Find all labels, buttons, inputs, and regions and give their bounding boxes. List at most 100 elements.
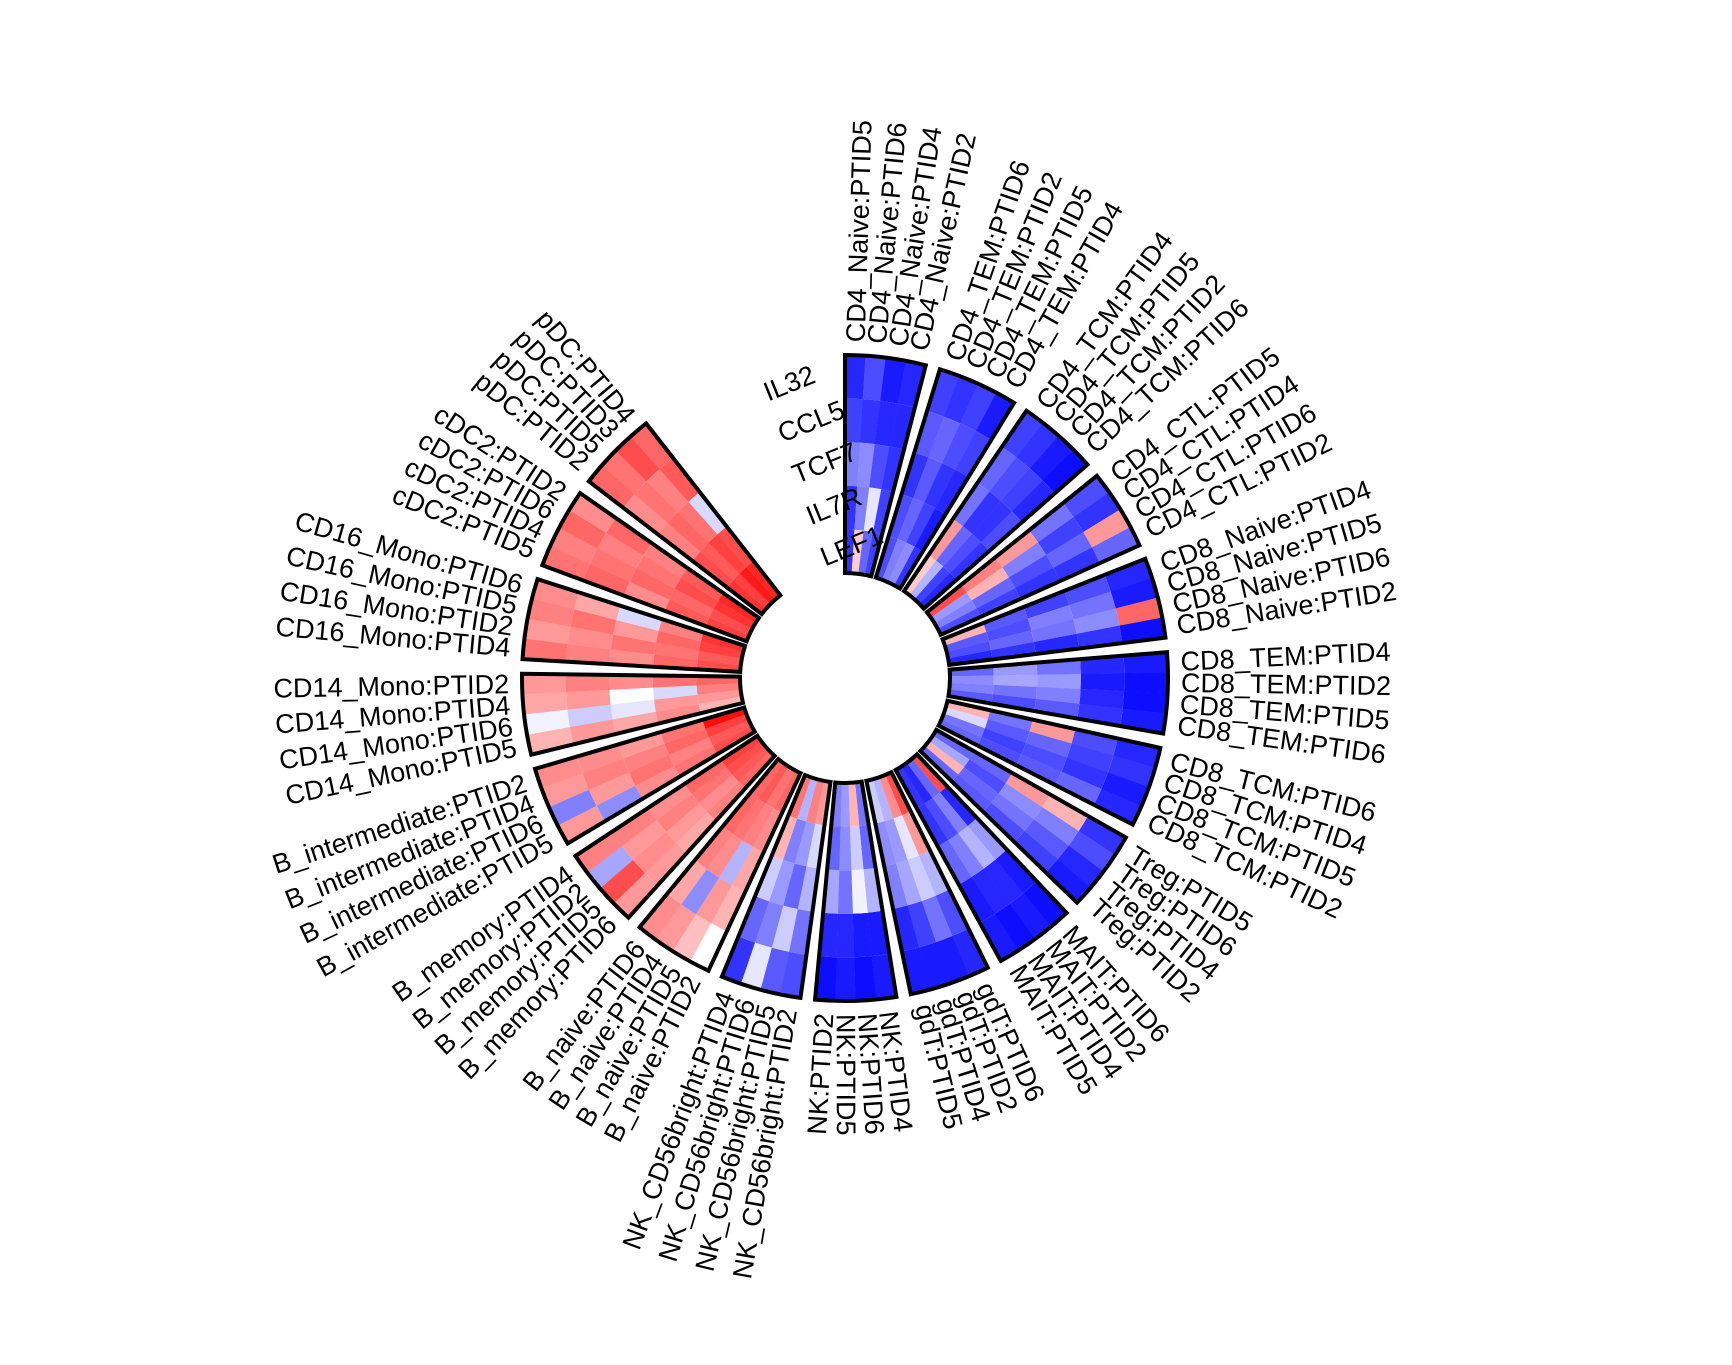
heatmap-cell (565, 674, 610, 693)
heatmap-cell (648, 783, 692, 821)
heatmap-cell (557, 805, 606, 844)
sector-border (520, 576, 748, 674)
heatmap-cell (901, 762, 933, 804)
heatmap-cell (930, 592, 972, 624)
heatmap-cell (524, 709, 570, 735)
heatmap-cell (610, 634, 657, 655)
heatmap-cell (928, 416, 961, 464)
heatmap-cell (624, 581, 670, 611)
heatmap-cell (688, 492, 727, 535)
heatmap-cell (916, 803, 949, 847)
heatmap-cell (1023, 590, 1070, 619)
heatmap-cell (731, 846, 764, 892)
heatmap-cell (1001, 410, 1044, 458)
heatmap-cell (765, 766, 795, 809)
heatmap-cell (845, 529, 855, 574)
heatmap-cell (1009, 892, 1052, 940)
heatmap-cell (981, 728, 1026, 755)
heatmap-cell (668, 737, 713, 766)
heatmap-cell (1029, 435, 1074, 481)
heatmap-cell (949, 675, 994, 686)
heatmap-cell (1122, 690, 1168, 714)
heatmap-cell (914, 508, 946, 552)
heatmap-cell (932, 792, 968, 834)
heatmap-cell (718, 840, 753, 885)
heatmap-cell (788, 775, 812, 819)
heatmap-cell (888, 494, 914, 540)
heatmap-cell (681, 868, 720, 915)
heatmap-cell (1071, 729, 1118, 756)
heatmap-cell (726, 741, 766, 775)
heatmap-cell (1016, 422, 1059, 469)
heatmap-cell (639, 893, 682, 940)
heatmap-cell (656, 630, 701, 651)
heatmap-cell (994, 903, 1036, 951)
heatmap-cell (992, 684, 1037, 700)
heatmap-cell (934, 600, 977, 629)
heatmap-cell (646, 468, 689, 512)
heatmap-cell (771, 905, 798, 952)
heatmap-cell (960, 383, 997, 432)
heatmap-cell (706, 833, 743, 878)
heatmap-cell (951, 774, 992, 812)
heatmap-cell (597, 532, 644, 569)
heatmap-cell (733, 573, 771, 609)
heatmap-cell (982, 802, 1025, 843)
heatmap-cell (906, 502, 936, 547)
heatmap-cell (995, 849, 1037, 894)
heatmap-cell (669, 588, 714, 618)
heatmap-cell (1037, 517, 1084, 555)
heatmap-cell (1055, 771, 1102, 806)
heatmap-cell (738, 751, 775, 789)
heatmap-cell (672, 914, 712, 962)
heatmap-cell (943, 533, 982, 574)
heatmap-cell (815, 780, 831, 826)
heatmap-cell (983, 607, 1028, 633)
column-label: CD8_TEM:PTID2 (1181, 668, 1391, 701)
heatmap-cell (863, 867, 883, 913)
heatmap-cell (983, 859, 1024, 904)
heatmap-cell (993, 674, 1038, 688)
heatmap-cell (839, 826, 852, 871)
heatmap-cell (630, 423, 674, 470)
heatmap-cell (582, 758, 629, 790)
sector-border (939, 556, 1168, 668)
heatmap-cell (958, 825, 996, 869)
heatmap-cell (909, 560, 944, 600)
heatmap-cell (977, 736, 1022, 766)
heatmap-cell (1073, 608, 1120, 635)
sector-border (812, 779, 899, 1003)
heatmap-cell (531, 578, 580, 610)
heatmap-cell (957, 767, 999, 803)
heatmap-cell (912, 457, 943, 503)
heatmap-cell (854, 486, 870, 531)
heatmap-cell (684, 759, 727, 794)
heatmap-cell (623, 743, 669, 773)
heatmap-cell (885, 772, 911, 816)
heatmap-cell (845, 355, 866, 400)
heatmap-cell (1093, 788, 1142, 825)
heatmap-cell (948, 650, 993, 665)
heatmap-cell (1005, 772, 1051, 808)
heatmap-cell (937, 608, 981, 635)
heatmap-cell (628, 754, 675, 786)
heatmap-cell (521, 673, 566, 695)
heatmap-cell (859, 824, 876, 870)
heatmap-cell (907, 855, 936, 902)
heatmap-cell (632, 831, 677, 874)
heatmap-cell (732, 746, 770, 782)
heatmap-cell (768, 859, 795, 906)
heatmap-cell (914, 566, 951, 604)
heatmap-cell (873, 489, 894, 535)
heatmap-cell (989, 457, 1030, 502)
column-label: NK:PTID5 (831, 1014, 861, 1136)
heatmap-cell (754, 901, 784, 948)
heatmap-cell (884, 818, 908, 864)
heatmap-cell (674, 578, 719, 609)
heatmap-cell (709, 608, 753, 636)
heatmap-cell (1025, 731, 1072, 758)
heatmap-cell (1016, 754, 1062, 786)
heatmap-cell (654, 642, 699, 660)
heatmap-cell (710, 884, 746, 932)
sector-border (935, 698, 1163, 828)
